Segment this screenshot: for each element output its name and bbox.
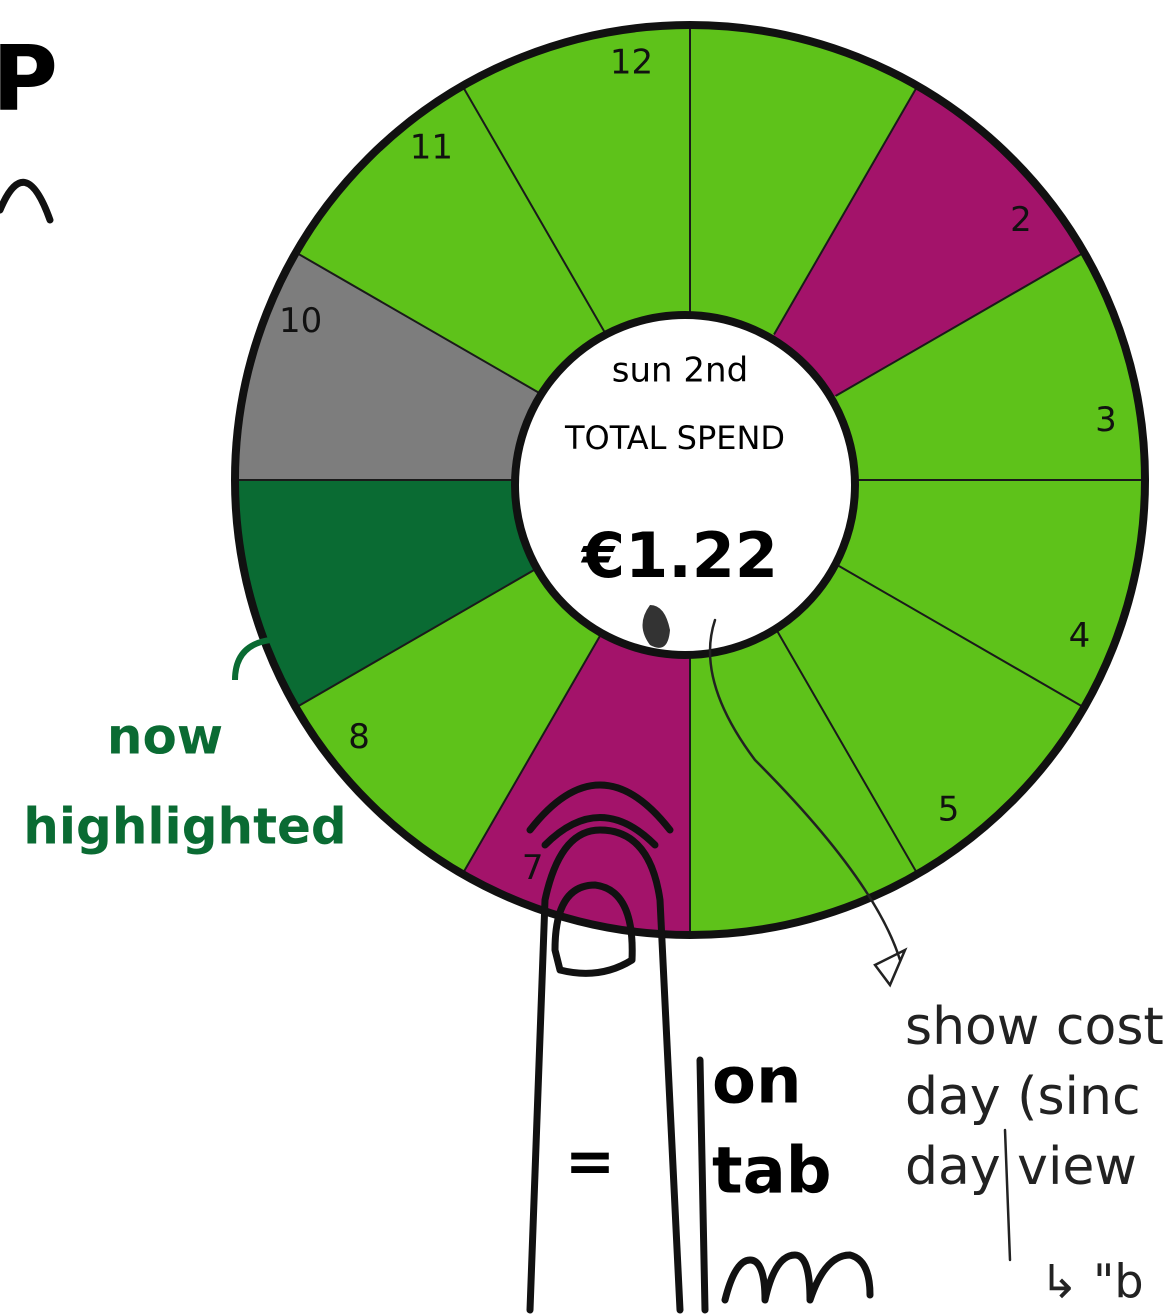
hour-divider: [461, 85, 607, 336]
highlight-note: now: [107, 708, 223, 766]
center-date: sun 2nd: [612, 351, 748, 391]
detail-note: day (sinc: [905, 1067, 1141, 1127]
highlight-pointer: [232, 637, 271, 681]
wheel-rim: [231, 21, 1149, 939]
center-amount: €1.22: [580, 519, 778, 592]
hour-label: 7: [522, 848, 544, 888]
hour-label: 12: [610, 43, 653, 83]
detail-note: day view: [905, 1137, 1137, 1197]
corner-mark: P: [0, 27, 58, 132]
detail-note: show cost: [905, 997, 1164, 1057]
tap-note: tab: [712, 1135, 832, 1209]
tap-dot: [642, 605, 670, 648]
hour-label: 10: [279, 301, 322, 341]
tap-note: on: [712, 1045, 802, 1119]
hour-divider: [834, 563, 1085, 709]
hour-label: 2: [1010, 200, 1032, 240]
fingernail: [551, 881, 636, 977]
tap-ripple: [541, 814, 659, 849]
hour-label: 11: [410, 128, 453, 168]
center-label: TOTAL SPEND: [564, 419, 785, 457]
hour-label: 8: [348, 717, 370, 757]
hour-divider: [773, 624, 919, 875]
hour-divider: [773, 85, 919, 336]
arrow-head: [873, 947, 908, 988]
detail-arrow: [708, 618, 902, 962]
hour-divider: [834, 251, 1085, 397]
equals-sign: =: [565, 1127, 615, 1197]
corner-arch: [0, 178, 54, 224]
note-tick: [1003, 1128, 1012, 1262]
hour-divider: [295, 563, 546, 709]
hour-label: 5: [938, 789, 960, 829]
detail-note: ↳ "b: [1040, 1255, 1144, 1309]
tap-ripple: [526, 781, 674, 834]
hour-label: 4: [1069, 616, 1091, 656]
hour-divider: [295, 251, 546, 397]
highlight-note: highlighted: [23, 798, 346, 856]
hour-label: 3: [1095, 400, 1117, 440]
scribble: [721, 1251, 874, 1304]
finger: [526, 826, 684, 1314]
center-disc: [511, 311, 859, 659]
bracket-line: [696, 1056, 709, 1314]
hour-divider: [461, 624, 607, 875]
